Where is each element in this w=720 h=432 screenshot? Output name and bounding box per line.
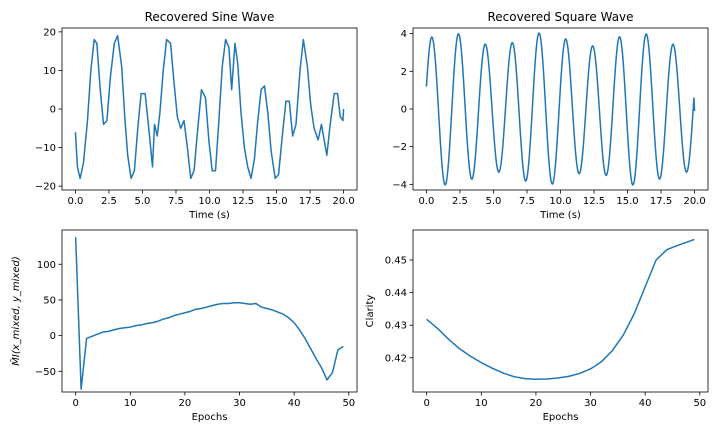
y-axis-label: M̂I(x_mixed, y_mixed) — [9, 256, 22, 365]
x-tick-label: 5.0 — [486, 196, 502, 207]
chart-title: Recovered Square Wave — [487, 10, 633, 24]
chart-title: Recovered Sine Wave — [145, 10, 275, 24]
x-tick-label: 7.5 — [519, 196, 535, 207]
y-tick-label: 4 — [401, 29, 407, 40]
x-axis-label: Time (s) — [539, 210, 581, 221]
x-tick-label: 10.0 — [198, 196, 220, 207]
x-tick-label: 30 — [233, 398, 246, 409]
x-tick-label: 12.5 — [232, 196, 254, 207]
x-axis-label: Time (s) — [188, 210, 230, 221]
x-tick-label: 17.5 — [299, 196, 321, 207]
x-tick-label: 0 — [423, 398, 429, 409]
series-line-1 — [425, 32, 696, 186]
y-tick-label: −4 — [392, 180, 407, 191]
axes-frame — [412, 27, 709, 191]
chart-panel-1: 0.0 2.5 5.0 7.5 10.0 12.5 15.0 17.5 20.0 −20 −10 0 1… — [35, 10, 358, 221]
y-tick-label: 0.42 — [385, 353, 407, 364]
chart-panel-3: 0 10 20 30 40 50 −50 0 50 100 Epochs M̂I(x_mixed, y… — [9, 229, 358, 423]
series-line-1 — [74, 237, 344, 390]
x-tick-label: 20 — [530, 398, 543, 409]
x-tick-label: 10.0 — [549, 196, 571, 207]
x-axis-label: Epochs — [543, 412, 579, 423]
x-tick-label: 17.5 — [650, 196, 672, 207]
x-tick-label: 10 — [475, 398, 488, 409]
axes-frame — [61, 27, 358, 191]
x-tick-label: 0 — [72, 398, 78, 409]
x-tick-label: 7.5 — [168, 196, 184, 207]
y-axis-label: Clarity — [365, 295, 376, 328]
x-tick-label: 50 — [693, 398, 706, 409]
y-tick-label: 0 — [50, 105, 56, 116]
y-tick-label: 0 — [50, 331, 56, 342]
series-line-1 — [74, 34, 345, 180]
y-tick-label: 0.43 — [385, 321, 407, 332]
axes-frame — [61, 229, 358, 393]
y-tick-label: 0.45 — [385, 255, 407, 266]
x-tick-label: 10 — [124, 398, 137, 409]
x-tick-label: 2.5 — [101, 196, 117, 207]
x-tick-label: 30 — [584, 398, 597, 409]
x-tick-label: 20 — [179, 398, 192, 409]
x-tick-label: 0.0 — [67, 196, 83, 207]
y-tick-label: 20 — [43, 27, 56, 38]
x-tick-label: 0.0 — [418, 196, 434, 207]
series-line-1 — [426, 238, 695, 381]
x-axis-label: Epochs — [192, 412, 228, 423]
y-tick-label: 50 — [43, 295, 56, 306]
x-tick-label: 15.0 — [616, 196, 638, 207]
y-tick-label: −2 — [392, 142, 407, 153]
chart-panel-2: 0.0 2.5 5.0 7.5 10.0 12.5 15.0 17.5 20.0 −4 −2 0 2 4 R… — [392, 10, 709, 221]
y-tick-label: 100 — [37, 260, 56, 271]
x-tick-label: 40 — [288, 398, 301, 409]
x-tick-label: 2.5 — [452, 196, 468, 207]
y-tick-label: 0 — [401, 105, 407, 116]
x-tick-label: 50 — [342, 398, 355, 409]
chart-panel-4: 0 10 20 30 40 50 0.42 0.43 0.44 0.45 Epochs Clarity — [365, 229, 709, 423]
y-tick-label: −50 — [35, 367, 56, 378]
y-tick-label: −10 — [35, 143, 56, 154]
x-tick-label: 12.5 — [583, 196, 605, 207]
x-tick-label: 20.0 — [683, 196, 705, 207]
x-tick-label: 20.0 — [332, 196, 354, 207]
y-tick-label: −20 — [35, 182, 56, 193]
axes-frame — [412, 229, 709, 393]
y-tick-label: 10 — [43, 66, 56, 77]
x-tick-label: 15.0 — [265, 196, 287, 207]
y-tick-label: 2 — [401, 67, 407, 78]
x-tick-label: 40 — [639, 398, 652, 409]
x-tick-label: 5.0 — [135, 196, 151, 207]
y-tick-label: 0.44 — [385, 288, 407, 299]
